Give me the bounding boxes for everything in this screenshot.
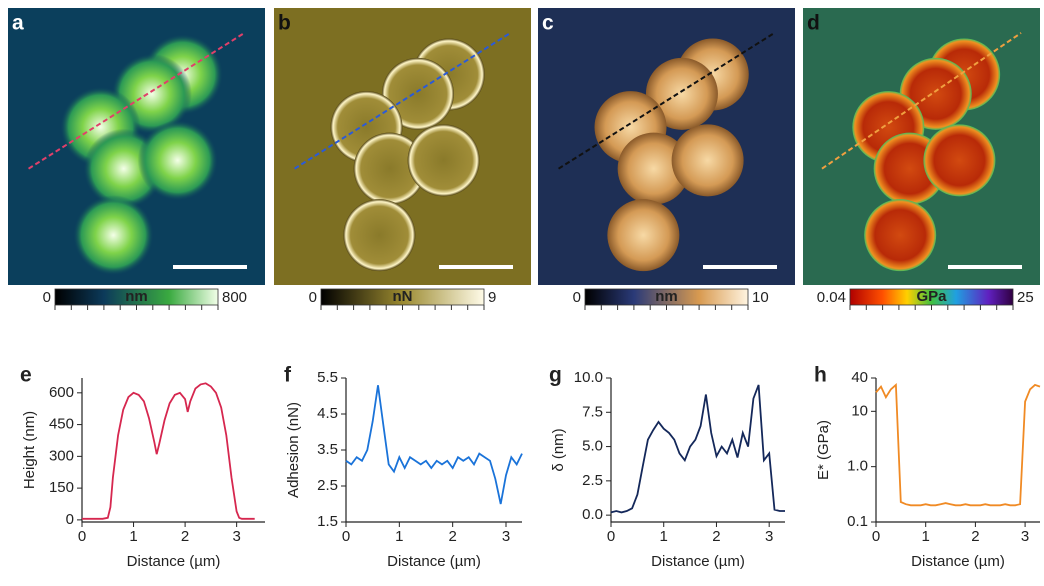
colorbar-max: 10: [752, 289, 769, 306]
colorbar-unit: nm: [125, 288, 148, 305]
colorbar-max: 25: [1017, 289, 1034, 306]
x-tick-label: 3: [1021, 528, 1029, 545]
y-tick-label: 5.5: [317, 369, 338, 386]
x-tick-label: 0: [78, 528, 86, 545]
cell: [672, 124, 744, 196]
cell: [607, 199, 679, 271]
colorbar-max: 800: [222, 289, 247, 306]
x-axis-label: Distance (µm): [911, 553, 1005, 570]
y-tick-label: 450: [49, 416, 74, 433]
cell: [864, 199, 936, 271]
y-tick-label: 0.1: [847, 513, 868, 530]
x-tick-label: 0: [607, 528, 615, 545]
cell: [73, 195, 153, 275]
colorbar-max: 9: [488, 289, 496, 306]
panel-label: d: [807, 12, 820, 35]
colorbar-unit: nN: [393, 288, 413, 305]
x-tick-label: 2: [971, 528, 979, 545]
x-axis-label: Distance (µm): [651, 553, 745, 570]
data-line: [346, 385, 522, 504]
y-tick-label: 3.5: [317, 441, 338, 458]
x-tick-label: 1: [660, 528, 668, 545]
y-axis-label: Height (nm): [21, 411, 38, 489]
y-tick-label: 2.5: [582, 472, 603, 489]
panel-label: e: [20, 364, 32, 387]
data-line: [82, 383, 255, 519]
panel-label: f: [284, 364, 292, 387]
cell: [138, 120, 218, 200]
y-axis-label: Adhesion (nN): [285, 402, 302, 498]
panel-label: a: [12, 12, 24, 35]
image-panels: a 0 800 nm b 0 9 nN c 0 10 nm d 0.04 25 GPa: [8, 8, 1040, 310]
x-tick-label: 0: [342, 528, 350, 545]
colorbar-min: 0: [43, 289, 51, 306]
y-tick-label: 150: [49, 479, 74, 496]
x-tick-label: 1: [129, 528, 137, 545]
colorbar-unit: nm: [655, 288, 678, 305]
y-tick-label: 10.0: [574, 369, 603, 386]
x-tick-label: 2: [448, 528, 456, 545]
cell: [343, 199, 415, 271]
panel-label: b: [278, 12, 291, 35]
y-tick-label: 40: [851, 369, 868, 386]
y-axis-label: E* (GPa): [815, 420, 832, 480]
y-tick-label: 0.0: [582, 506, 603, 523]
y-tick-label: 2.5: [317, 477, 338, 494]
y-tick-label: 4.5: [317, 405, 338, 422]
figure: a0800nmb09nNc010nmd0.0425GPa e0123015030…: [0, 0, 1044, 581]
data-line: [876, 385, 1040, 505]
colorbar-unit: GPa: [916, 288, 947, 305]
x-tick-label: 0: [872, 528, 880, 545]
data-line: [611, 385, 785, 513]
axes: [346, 378, 522, 522]
x-tick-label: 3: [502, 528, 510, 545]
x-tick-label: 2: [712, 528, 720, 545]
x-tick-label: 1: [395, 528, 403, 545]
x-tick-label: 3: [232, 528, 240, 545]
cell: [923, 124, 995, 196]
panel-label: g: [549, 364, 562, 387]
colorbar-min: 0: [573, 289, 581, 306]
colorbar-min: 0: [309, 289, 317, 306]
y-tick-label: 5.0: [582, 438, 603, 455]
x-axis-label: Distance (µm): [127, 553, 221, 570]
panel-label: h: [814, 364, 827, 387]
y-tick-label: 0: [66, 511, 74, 528]
y-tick-label: 1.5: [317, 513, 338, 530]
y-tick-label: 1.0: [847, 458, 868, 475]
y-axis-label: δ (nm): [550, 428, 567, 471]
x-tick-label: 3: [765, 528, 773, 545]
y-tick-label: 10: [851, 402, 868, 419]
y-tick-label: 7.5: [582, 403, 603, 420]
x-tick-label: 1: [922, 528, 930, 545]
panel-label: c: [542, 12, 554, 35]
cell: [408, 124, 480, 196]
y-tick-label: 600: [49, 384, 74, 401]
x-axis-label: Distance (µm): [387, 553, 481, 570]
axes: [82, 378, 265, 522]
y-tick-label: 300: [49, 447, 74, 464]
x-tick-label: 2: [181, 528, 189, 545]
colorbar-min: 0.04: [817, 289, 846, 306]
